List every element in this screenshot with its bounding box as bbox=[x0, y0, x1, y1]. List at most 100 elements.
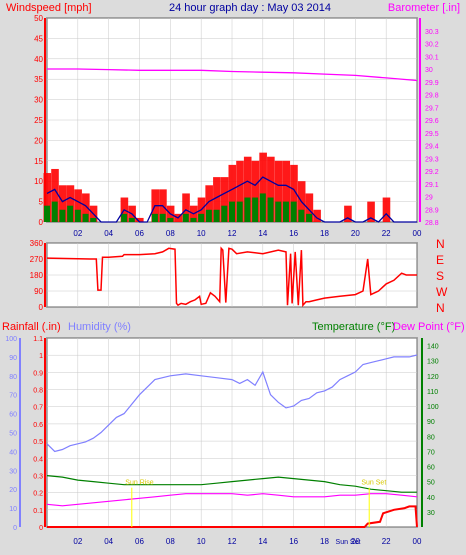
rain-tick-label: 0.5 bbox=[33, 439, 43, 446]
windspeed-tick-label: 20 bbox=[34, 136, 43, 145]
speed-bar bbox=[205, 209, 212, 222]
humidity-tick-label: 70 bbox=[9, 393, 17, 400]
windspeed-tick-label: 45 bbox=[34, 34, 43, 43]
humidity-temperature-panel: 010203040506070809010000.10.20.30.40.50.… bbox=[5, 336, 438, 546]
rain-tick-label: 0.2 bbox=[33, 491, 43, 498]
rain-tick-label: 1.1 bbox=[33, 336, 43, 343]
direction-tick-label: 180 bbox=[30, 271, 44, 280]
temperature-tick-label: 50 bbox=[427, 480, 435, 487]
hour-tick-label: 08 bbox=[166, 229, 175, 238]
gust-bar bbox=[213, 177, 221, 222]
humidity-tick-label: 60 bbox=[9, 412, 17, 419]
speed-bar bbox=[298, 209, 305, 222]
barometer-tick-label: 29.7 bbox=[425, 105, 439, 112]
rainfall-line bbox=[47, 505, 418, 528]
speed-bar bbox=[259, 193, 266, 222]
barometer-tick-label: 28.9 bbox=[425, 207, 439, 214]
speed-bar bbox=[128, 217, 135, 222]
windspeed-tick-label: 35 bbox=[34, 75, 43, 84]
dewpoint-line bbox=[46, 493, 418, 507]
speed-bar bbox=[282, 201, 289, 222]
humidity-tick-label: 90 bbox=[9, 355, 17, 362]
gust-bar bbox=[382, 197, 391, 222]
barometer-tick-label: 30.1 bbox=[425, 54, 439, 61]
speed-bar bbox=[82, 213, 89, 222]
gust-bar bbox=[267, 156, 275, 222]
gust-bar bbox=[259, 152, 267, 222]
gust-bar bbox=[313, 209, 321, 222]
hour-tick-label: 00 bbox=[413, 229, 422, 238]
hour-tick-label: 08 bbox=[166, 537, 175, 546]
barometer-tick-label: 29.5 bbox=[425, 131, 439, 138]
barometer-tick-label: 28.8 bbox=[425, 220, 439, 227]
hour-tick-label: 20 bbox=[351, 537, 360, 546]
temperature-tick-label: 130 bbox=[427, 359, 439, 366]
gust-bar bbox=[228, 164, 237, 222]
rain-tick-label: 0.1 bbox=[33, 508, 43, 515]
speed-bar bbox=[182, 213, 189, 222]
gust-bar bbox=[205, 185, 213, 222]
hour-tick-label: 14 bbox=[258, 229, 267, 238]
rain-tick-label: 0 bbox=[39, 525, 43, 532]
speed-bar bbox=[167, 217, 174, 222]
barometer-tick-label: 29.6 bbox=[425, 118, 439, 125]
hour-tick-label: 18 bbox=[320, 229, 329, 238]
hour-tick-label: 06 bbox=[135, 229, 144, 238]
hour-tick-label: 02 bbox=[73, 537, 82, 546]
direction-tick-label: 0 bbox=[39, 303, 44, 312]
gust-bar bbox=[367, 201, 375, 222]
humidity-label: Humidity (%) bbox=[68, 321, 131, 333]
temperature-tick-label: 30 bbox=[427, 510, 435, 517]
humidity-tick-label: 100 bbox=[5, 336, 17, 343]
hour-tick-label: 20 bbox=[351, 229, 360, 238]
speed-bar bbox=[151, 213, 158, 222]
speed-bar bbox=[275, 201, 282, 222]
speed-bar bbox=[221, 205, 228, 222]
gust-bar bbox=[220, 177, 229, 222]
gust-bar bbox=[282, 160, 291, 222]
barometer-tick-label: 30.2 bbox=[425, 42, 439, 49]
hour-tick-label: 22 bbox=[382, 229, 391, 238]
windspeed-header: Windspeed [mph] bbox=[6, 2, 92, 14]
windspeed-tick-label: 10 bbox=[34, 177, 43, 186]
rain-tick-label: 1 bbox=[39, 353, 43, 360]
humidity-tick-label: 80 bbox=[9, 374, 17, 381]
hour-tick-label: 14 bbox=[258, 537, 267, 546]
barometer-tick-label: 29.8 bbox=[425, 93, 439, 100]
average-wind-line bbox=[46, 176, 417, 223]
temperature-tick-label: 70 bbox=[427, 449, 435, 456]
windspeed-tick-label: 25 bbox=[34, 116, 43, 125]
windspeed-tick-label: 40 bbox=[34, 55, 43, 64]
temperature-label: Temperature (°F) bbox=[312, 321, 395, 333]
wind-direction-panel: 0 N 90 W 180 S 270 E 360 N bbox=[30, 237, 448, 315]
barometer-tick-label: 30 bbox=[425, 67, 433, 74]
rain-tick-label: 0.7 bbox=[33, 405, 43, 412]
humidity-tick-label: 0 bbox=[13, 525, 17, 532]
gust-bar bbox=[51, 168, 59, 222]
rain-tick-label: 0.3 bbox=[33, 473, 43, 480]
barometer-tick-label: 29.2 bbox=[425, 169, 439, 176]
temperature-tick-label: 140 bbox=[427, 344, 439, 351]
graph-title: 24 hour graph day : May 03 2014 bbox=[169, 2, 331, 14]
gust-bar bbox=[290, 164, 298, 222]
temperature-tick-label: 120 bbox=[427, 374, 439, 381]
gust-bar bbox=[236, 160, 244, 222]
hour-tick-label: 06 bbox=[135, 537, 144, 546]
speed-bar bbox=[290, 201, 297, 222]
direction-tick-label: 360 bbox=[30, 239, 44, 248]
windspeed-tick-label: 50 bbox=[34, 14, 43, 23]
windspeed-tick-label: 0 bbox=[39, 218, 44, 227]
barometer-tick-label: 29.1 bbox=[425, 182, 439, 189]
hour-tick-label: 04 bbox=[104, 537, 113, 546]
windspeed-tick-label: 30 bbox=[34, 96, 43, 105]
gust-bar bbox=[305, 193, 314, 222]
compass-label: W bbox=[436, 285, 448, 299]
speed-bar bbox=[306, 213, 313, 222]
barometer-tick-label: 29.3 bbox=[425, 156, 439, 163]
hour-tick-label: 12 bbox=[228, 537, 237, 546]
speed-bar bbox=[74, 209, 81, 222]
hour-tick-label: 00 bbox=[413, 537, 422, 546]
speed-bar bbox=[236, 201, 243, 222]
